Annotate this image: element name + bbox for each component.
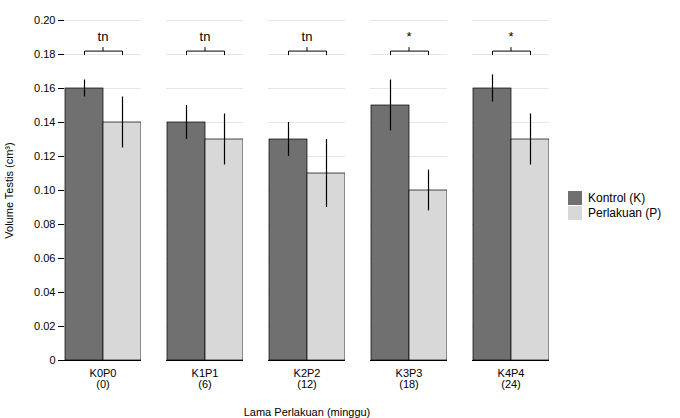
- svg-text:0.10: 0.10: [34, 184, 55, 196]
- svg-text:Volume Testis (cm³): Volume Testis (cm³): [3, 142, 15, 238]
- svg-text:0.06: 0.06: [34, 252, 55, 264]
- svg-text:0.08: 0.08: [34, 218, 55, 230]
- svg-text:K2P2(12): K2P2(12): [294, 367, 321, 390]
- svg-text:0.12: 0.12: [34, 150, 55, 162]
- svg-text:0.02: 0.02: [34, 320, 55, 332]
- svg-text:K4P4(24): K4P4(24): [498, 367, 525, 390]
- svg-text:tn: tn: [98, 29, 109, 44]
- svg-text:0.14: 0.14: [34, 116, 55, 128]
- svg-text:0.18: 0.18: [34, 48, 55, 60]
- svg-text:K0P0(0): K0P0(0): [90, 367, 117, 390]
- svg-text:tn: tn: [302, 29, 313, 44]
- svg-text:K3P3(18): K3P3(18): [396, 367, 423, 390]
- svg-text:*: *: [406, 29, 411, 44]
- svg-text:*: *: [508, 29, 513, 44]
- svg-text:Lama Perlakuan (minggu): Lama Perlakuan (minggu): [244, 406, 371, 418]
- svg-text:0.20: 0.20: [34, 14, 55, 26]
- svg-text:0.16: 0.16: [34, 82, 55, 94]
- svg-text:tn: tn: [200, 29, 211, 44]
- svg-text:0: 0: [49, 354, 55, 366]
- html-text:Perlakuan (P): Perlakuan (P): [588, 206, 662, 220]
- html-text:Kontrol (K): Kontrol (K): [588, 191, 646, 205]
- svg-text:0.04: 0.04: [34, 286, 55, 298]
- svg-text:K1P1(6): K1P1(6): [192, 367, 219, 390]
